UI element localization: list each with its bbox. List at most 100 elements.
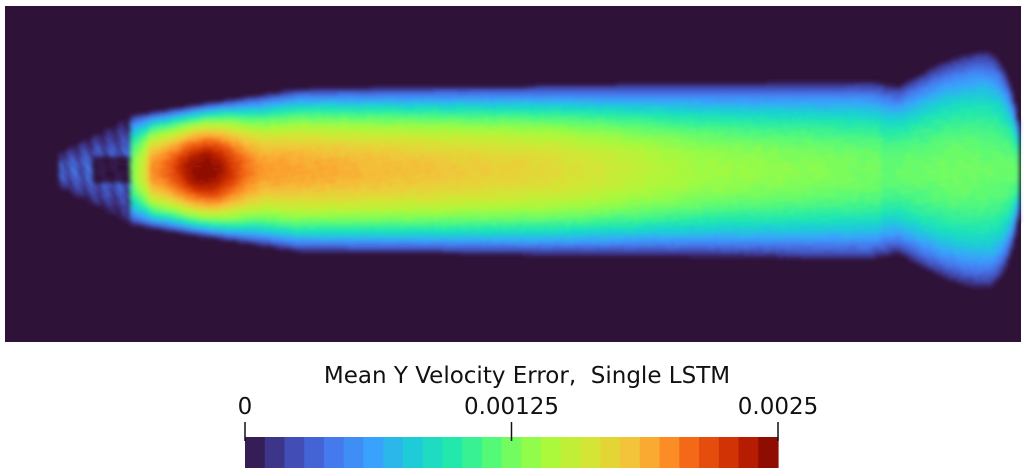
heatmap-cell — [425, 105, 429, 109]
heatmap-cell — [302, 147, 318, 151]
heatmap-cell — [245, 135, 249, 139]
heatmap-cell — [380, 111, 384, 115]
heatmap-cell — [797, 174, 807, 178]
heatmap-cell — [305, 177, 312, 181]
heatmap-cell — [362, 177, 381, 181]
heatmap-cell — [224, 159, 228, 163]
heatmap-cell — [176, 108, 183, 112]
heatmap-cell — [185, 177, 189, 181]
heatmap-cell — [317, 120, 321, 124]
heatmap-cell — [140, 138, 144, 142]
heatmap-cell — [323, 117, 336, 121]
heatmap-cell — [206, 141, 222, 145]
heatmap-cell — [986, 102, 990, 106]
heatmap-cell — [485, 156, 489, 160]
heatmap-cell — [962, 117, 966, 121]
heatmap-cell — [1010, 120, 1014, 124]
heatmap-cell — [203, 120, 207, 124]
heatmap-cell — [320, 120, 324, 124]
heatmap-cell — [833, 183, 840, 187]
heatmap-cell — [992, 93, 1002, 97]
heatmap-cell — [572, 141, 576, 145]
heatmap-cell — [548, 159, 555, 163]
heatmap-cell — [602, 132, 612, 136]
heatmap-cell — [590, 153, 597, 157]
heatmap-cell — [335, 141, 339, 145]
heatmap-cell — [854, 171, 870, 175]
heatmap-cell — [842, 183, 849, 187]
heatmap-cell — [452, 165, 456, 169]
heatmap-cell — [326, 174, 330, 178]
heatmap-cell — [761, 111, 765, 115]
heatmap-cell — [941, 63, 954, 67]
heatmap-cell — [950, 186, 954, 190]
heatmap-cell — [722, 147, 726, 151]
heatmap-cell — [773, 144, 777, 148]
heatmap-cell — [773, 165, 777, 169]
heatmap-cell — [932, 75, 945, 79]
heatmap-cell — [956, 150, 975, 154]
heatmap-cell — [230, 186, 237, 190]
heatmap-cell — [695, 186, 699, 190]
heatmap-cell — [185, 168, 192, 172]
heatmap-cell — [119, 123, 123, 127]
heatmap-cell — [161, 159, 171, 163]
heatmap-cell — [380, 147, 387, 151]
heatmap-cell — [500, 102, 504, 106]
heatmap-cell — [341, 162, 360, 166]
heatmap-cell — [560, 111, 576, 115]
heatmap-cell — [743, 156, 747, 160]
heatmap-cell — [866, 159, 876, 163]
heatmap-cell — [788, 147, 792, 151]
heatmap-cell — [818, 183, 822, 187]
heatmap-cell — [878, 162, 882, 166]
heatmap-cell — [587, 123, 600, 127]
heatmap-cell — [926, 108, 930, 112]
heatmap-cell — [401, 120, 444, 124]
heatmap-cell — [506, 177, 510, 181]
heatmap-cell — [143, 165, 150, 169]
heatmap-cell — [710, 174, 714, 178]
heatmap-cell — [977, 165, 990, 169]
heatmap-cell — [359, 117, 363, 121]
heatmap-cell — [215, 123, 219, 127]
heatmap-cell — [83, 141, 87, 145]
heatmap-cell — [854, 156, 858, 160]
heatmap-cell — [149, 174, 153, 178]
heatmap-cell — [440, 183, 450, 187]
heatmap-cell — [500, 105, 504, 109]
heatmap-cell — [548, 129, 585, 133]
heatmap-cell — [836, 165, 840, 169]
heatmap-cell — [830, 168, 834, 172]
heatmap-cell — [293, 150, 297, 154]
heatmap-cell — [461, 156, 465, 160]
heatmap-cell — [332, 180, 339, 184]
heatmap-cell — [476, 159, 480, 163]
heatmap-cell — [851, 153, 855, 157]
heatmap-cell — [338, 174, 342, 178]
heatmap-cell — [575, 147, 591, 151]
heatmap-cell — [977, 141, 981, 145]
heatmap-cell — [200, 129, 204, 133]
heatmap-cell — [173, 144, 177, 148]
heatmap-cell — [980, 102, 984, 106]
heatmap-cell — [431, 165, 435, 169]
heatmap-cell — [827, 132, 831, 136]
heatmap-cell — [428, 138, 432, 142]
heatmap-cell — [206, 132, 210, 136]
heatmap-cell — [323, 183, 342, 187]
heatmap-cell — [974, 129, 978, 133]
heatmap-cell — [362, 102, 366, 106]
heatmap-cell — [302, 183, 306, 187]
heatmap-cell — [251, 141, 255, 145]
heatmap-cell — [860, 183, 876, 187]
heatmap-cell — [326, 162, 330, 166]
heatmap-cell — [491, 138, 495, 142]
heatmap-cell — [1001, 162, 1005, 166]
heatmap-cell — [713, 126, 717, 130]
heatmap-cell — [239, 183, 246, 187]
heatmap-cell — [659, 138, 663, 142]
heatmap-cell — [914, 177, 918, 181]
heatmap-cell — [488, 156, 492, 160]
heatmap-cell — [629, 165, 633, 169]
